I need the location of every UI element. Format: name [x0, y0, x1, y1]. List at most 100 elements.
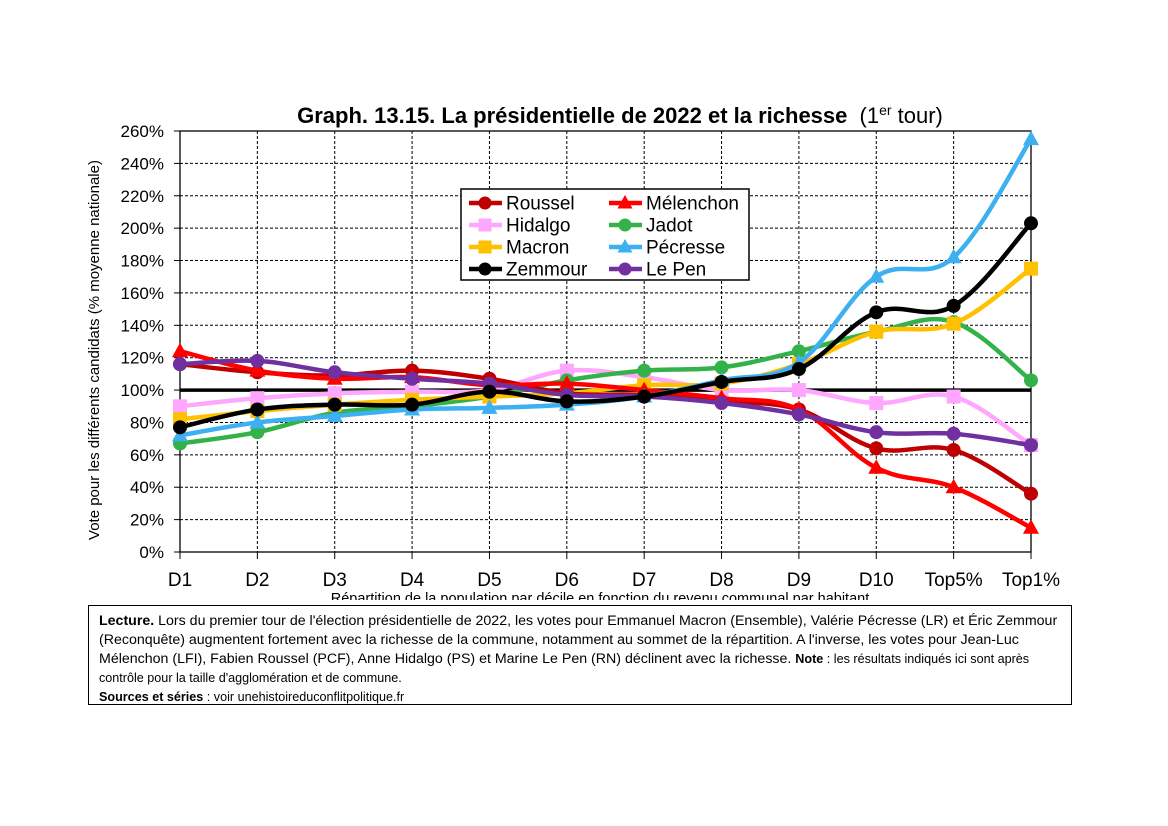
x-tick-label: D10 [859, 570, 894, 591]
point-jadot [637, 363, 652, 378]
note-label: Note [795, 652, 824, 666]
point-melenchon [1023, 519, 1039, 534]
x-tick-label: D6 [555, 570, 579, 591]
point-jadot [791, 344, 806, 359]
y-tick-label: 100% [121, 381, 164, 400]
point-pecresse [326, 407, 343, 422]
point-le-pen [946, 426, 961, 441]
point-jadot [1024, 373, 1038, 388]
point-le-pen [791, 407, 806, 422]
x-axis-label: Répartition de la population par décile … [331, 591, 869, 600]
point-melenchon [558, 375, 575, 390]
legend-marker-macron [478, 240, 492, 254]
point-zemmour [946, 298, 961, 313]
plot-area-frame [179, 130, 1032, 553]
point-melenchon [172, 342, 188, 358]
legend-marker-zemmour [478, 262, 492, 276]
y-tick-label: 240% [121, 154, 164, 173]
point-le-pen [327, 365, 342, 380]
legend-label-pecresse: Pécresse [646, 238, 725, 259]
series-jadot [173, 315, 1038, 451]
point-roussel [946, 442, 961, 457]
x-tick-label: D4 [400, 570, 425, 591]
point-hidalgo [791, 383, 806, 398]
x-tick-label: D7 [632, 570, 656, 591]
y-tick-label: 40% [130, 478, 164, 497]
y-tick-label: 260% [121, 122, 164, 141]
legend-label-jadot: Jadot [646, 216, 693, 237]
y-tick-label: 140% [121, 316, 164, 335]
point-zemmour [482, 384, 497, 399]
y-tick-label: 220% [121, 187, 164, 206]
x-tick-label: D5 [477, 570, 501, 591]
series-line-jadot [179, 316, 1033, 446]
point-le-pen [869, 425, 884, 440]
point-zemmour [250, 402, 265, 417]
y-tick-label: 20% [130, 511, 164, 530]
point-le-pen [250, 353, 265, 368]
legend-label-roussel: Roussel [506, 194, 575, 215]
point-zemmour [1024, 216, 1038, 231]
tick-labels: 0% 20% 40% 60% 80% 100% 120% 140% 160% 180% 200% 22… [121, 122, 1061, 591]
y-tick-label: 60% [130, 446, 164, 465]
series-line-le-pen [179, 358, 1032, 448]
point-hidalgo [327, 386, 342, 401]
point-le-pen [714, 396, 729, 411]
point-zemmour [559, 394, 574, 409]
legend-label-le-pen: Le Pen [646, 260, 706, 281]
point-melenchon [868, 459, 885, 474]
legend-marker-jadot [618, 218, 632, 232]
point-zemmour [327, 397, 342, 412]
point-roussel [1024, 486, 1038, 501]
point-roussel [869, 441, 884, 456]
point-zemmour [173, 420, 187, 435]
point-zemmour [869, 305, 884, 320]
point-macron [1024, 261, 1038, 276]
point-hidalgo [946, 389, 961, 404]
y-tick-label: 180% [121, 252, 164, 271]
x-tick-label: D2 [245, 570, 269, 591]
point-melenchon [249, 362, 266, 377]
y-tick-label: 120% [121, 349, 164, 368]
legend-label-hidalgo: Hidalgo [506, 216, 570, 237]
x-tick-label: D8 [709, 570, 733, 591]
point-pecresse [249, 413, 266, 429]
lecture-text: Lors du premier tour de l'élection prési… [99, 613, 1058, 667]
series-zemmour [173, 216, 1038, 435]
point-zemmour [791, 362, 806, 377]
y-tick-label: 200% [121, 219, 164, 238]
legend-marker-melenchon [617, 195, 633, 209]
sources-text: : voir unehistoireduconflitpolitique.fr [203, 690, 405, 704]
x-tick-label: D1 [168, 570, 192, 591]
point-le-pen [1024, 438, 1038, 453]
x-tick-label: D3 [323, 570, 347, 591]
legend-marker-le-pen [618, 262, 632, 276]
y-tick-label: 160% [121, 284, 164, 303]
point-hidalgo [250, 391, 265, 406]
chart: Graph. 13.15. La présidentielle de 2022 … [86, 102, 1061, 600]
y-tick-label: 0% [139, 543, 164, 562]
point-zemmour [714, 374, 729, 389]
legend-label-macron: Macron [506, 238, 569, 259]
point-jadot [250, 425, 265, 440]
note-text: : les résultats indiqués ici sont après … [99, 652, 1030, 685]
lecture-label: Lecture. [99, 613, 155, 629]
point-le-pen [405, 371, 420, 386]
point-hidalgo [869, 396, 884, 411]
reading-note: Lecture. Lors du premier tour de l'élect… [88, 605, 1072, 705]
legend-box [460, 188, 750, 281]
legend-marker-roussel [478, 196, 492, 210]
legend-label-zemmour: Zemmour [506, 260, 588, 281]
point-jadot [714, 360, 729, 375]
x-tick-label: Top1% [1002, 570, 1060, 591]
point-pecresse [868, 268, 885, 283]
chart-title: Graph. 13.15. La présidentielle de 2022 … [297, 102, 943, 128]
point-pecresse [481, 399, 498, 414]
point-macron [869, 324, 884, 339]
point-pecresse [945, 248, 962, 264]
point-pecresse [1023, 130, 1039, 146]
y-tick-label: 80% [130, 413, 164, 432]
point-zemmour [637, 389, 652, 404]
series-line-melenchon [179, 349, 1033, 530]
point-zemmour [405, 397, 420, 412]
